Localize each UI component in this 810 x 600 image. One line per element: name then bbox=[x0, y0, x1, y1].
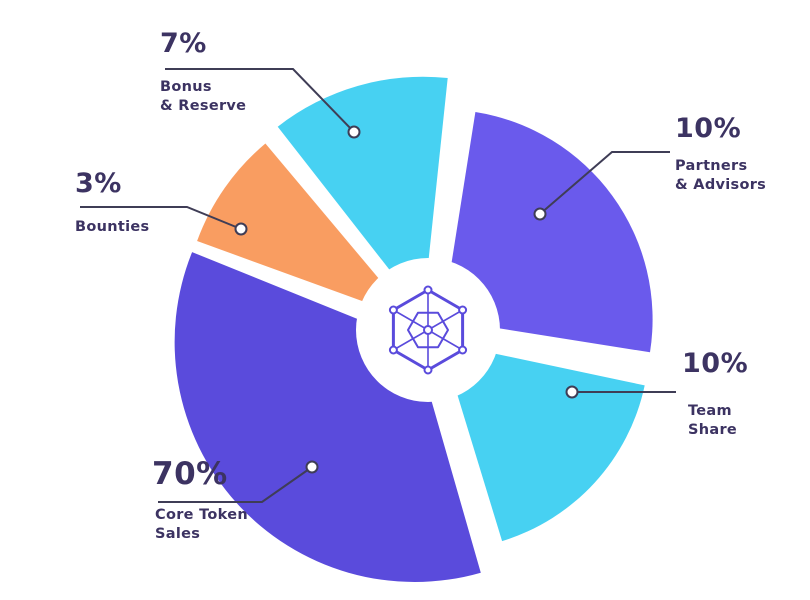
pct-partners-advisors: 10% bbox=[675, 113, 742, 144]
leader-line-bounties bbox=[80, 206, 242, 230]
label-line: Sales bbox=[155, 526, 201, 543]
hexagon-network-icon bbox=[388, 285, 468, 375]
leader-line-bonus-reserve bbox=[165, 68, 355, 133]
marker-core-token-sales bbox=[305, 460, 319, 474]
leader-line-core-token-sales bbox=[158, 466, 313, 503]
callout-lines bbox=[80, 68, 676, 503]
slice-bounties bbox=[197, 143, 414, 320]
label-core-token-sales: Core Token Sales bbox=[155, 506, 248, 544]
label-team-share: Team Share bbox=[688, 402, 737, 440]
slice-bonus-reserve bbox=[277, 76, 448, 313]
label-line: & Advisors bbox=[675, 177, 767, 194]
label-line: Partners bbox=[675, 158, 748, 174]
pct-team-share: 10% bbox=[682, 348, 749, 379]
marker-partners-advisors bbox=[533, 207, 547, 221]
marker-bonus-reserve bbox=[347, 125, 361, 139]
label-line: Share bbox=[688, 422, 738, 439]
marker-team-share bbox=[565, 385, 579, 399]
leader-line-partners-advisors bbox=[539, 151, 670, 215]
slice-partners-advisors bbox=[442, 112, 653, 353]
pct-bounties: 3% bbox=[75, 168, 122, 199]
label-bounties: Bounties bbox=[75, 218, 149, 237]
marker-bounties bbox=[234, 222, 248, 236]
slice-core-token-sales bbox=[174, 252, 481, 583]
label-partners-advisors: Partners & Advisors bbox=[675, 157, 766, 195]
label-line: Bounties bbox=[75, 219, 150, 235]
pct-bonus-reserve: 7% bbox=[160, 28, 207, 59]
label-line: Core Token bbox=[155, 507, 248, 523]
label-line: Bonus bbox=[160, 79, 212, 95]
label-line: & Reserve bbox=[160, 98, 247, 115]
pct-core-token-sales: 70% bbox=[152, 456, 228, 492]
pie-slices bbox=[174, 76, 653, 583]
label-line: Team bbox=[688, 403, 732, 419]
label-bonus-reserve: Bonus & Reserve bbox=[160, 78, 246, 116]
